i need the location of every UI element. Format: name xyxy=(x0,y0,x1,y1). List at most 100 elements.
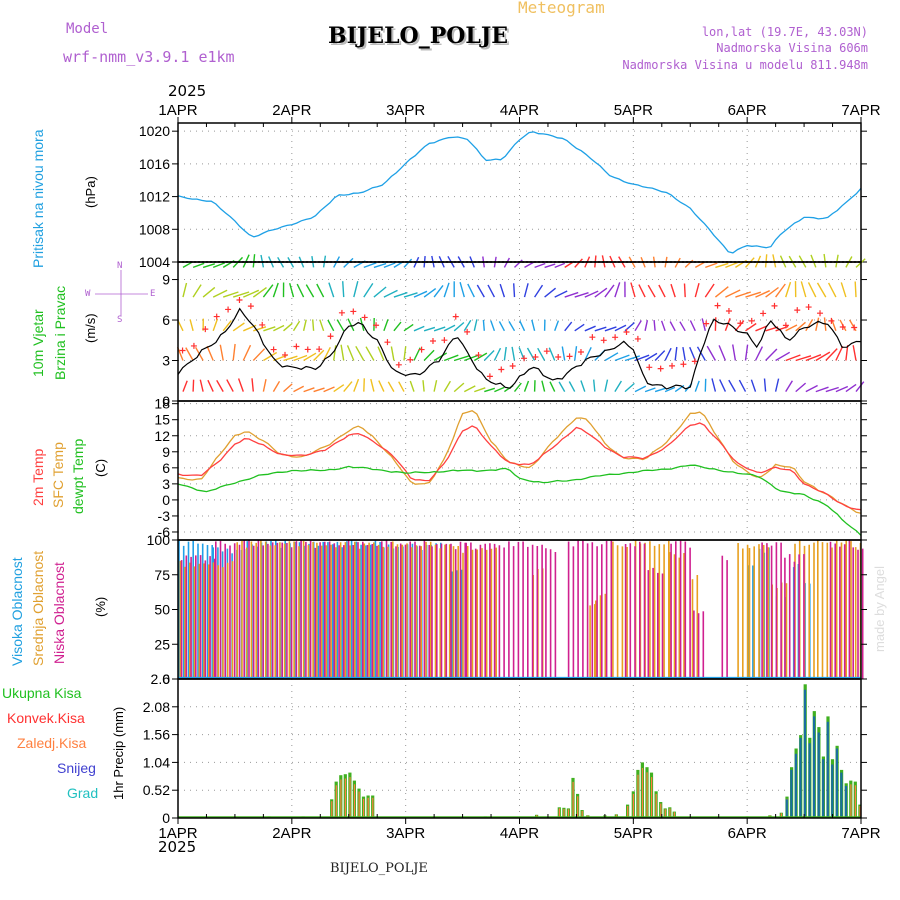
wind-gust-mark-29 xyxy=(509,363,516,370)
wind-barb-184 xyxy=(660,320,666,332)
pressure-line xyxy=(177,131,862,254)
wind-barb-153 xyxy=(347,318,355,332)
wind-barb-219 xyxy=(328,282,335,298)
wind-barb-37 xyxy=(549,381,556,392)
credit-text: made by Angel xyxy=(872,565,887,652)
wind-barb-115 xyxy=(654,350,666,361)
wind-gust-mark-9 xyxy=(282,351,289,358)
precip-frz-bar-27 xyxy=(632,793,634,818)
wind-barb-125 xyxy=(754,346,764,361)
wind-barb-3 xyxy=(207,379,214,392)
wind-gust-mark-26 xyxy=(475,352,482,359)
wind-barb-94 xyxy=(443,354,459,362)
wind-barb-225 xyxy=(393,291,408,298)
wind-barb-288 xyxy=(343,257,354,268)
wind-barb-262 xyxy=(765,286,779,298)
wind-gust-mark-44 xyxy=(680,361,687,368)
wind-barb-0 xyxy=(182,380,188,392)
pressure-ytick-label-0: 1004 xyxy=(139,254,170,270)
panel-2-frame xyxy=(177,261,862,402)
wind-barb-165 xyxy=(473,319,478,331)
station-title: BIJELO_POLJE xyxy=(328,23,509,49)
wind-gust-mark-14 xyxy=(338,309,345,316)
precip-snow-bar-11 xyxy=(835,748,838,818)
wind-gust-mark-49 xyxy=(737,320,744,327)
wind-gust-mark-1 xyxy=(190,342,197,349)
wind-barb-36 xyxy=(541,380,546,392)
wind-barb-278 xyxy=(242,254,250,268)
wind-barb-29 xyxy=(474,387,486,393)
wind-barb-18 xyxy=(363,378,365,392)
wind-barb-143 xyxy=(253,326,267,332)
xlabel-top-1: 2APR xyxy=(272,102,311,119)
wind-barb-26 xyxy=(443,380,452,392)
wind-barb-223 xyxy=(373,286,387,298)
hail-legend: Grad xyxy=(67,785,99,801)
wind-barb-274 xyxy=(202,263,216,269)
cloud-ytick-label-1: 25 xyxy=(154,636,170,652)
wind-barb-280 xyxy=(260,254,265,268)
precip-frz-bar-20 xyxy=(572,781,574,818)
wind-barb-101 xyxy=(511,346,516,361)
wind-barb-110 xyxy=(604,352,619,362)
wind-barb-241 xyxy=(554,290,568,298)
wind-barb-90 xyxy=(403,346,407,361)
wind-barb-211 xyxy=(252,287,267,298)
wind-barb-42 xyxy=(604,379,609,392)
wind-barb-95 xyxy=(453,355,470,362)
wind-barb-46 xyxy=(644,387,656,393)
conv-precip-legend: Konvek.Kisa xyxy=(7,710,85,726)
precip-frz-bar-12 xyxy=(367,797,369,818)
wind-barb-53 xyxy=(711,378,717,392)
wind-barb-135 xyxy=(852,345,857,361)
wind-barb-129 xyxy=(795,355,812,362)
wind-barb-203 xyxy=(848,319,857,332)
wind-barb-160 xyxy=(423,326,436,332)
wind-barb-337 xyxy=(835,254,839,268)
wind-barb-45 xyxy=(634,385,647,393)
wind-barb-226 xyxy=(403,292,418,298)
wind-barb-69 xyxy=(185,347,194,361)
wind-barb-15 xyxy=(333,384,345,393)
mid-cloud-legend: Srednja Oblacnost xyxy=(30,550,46,666)
wind-barb-130 xyxy=(805,354,822,362)
lonlat-label: lon,lat (19.7E, 43.03N) xyxy=(701,25,868,39)
wind-barb-24 xyxy=(422,380,425,392)
wind-barb-71 xyxy=(206,345,214,361)
wind-gust-mark-41 xyxy=(646,364,653,371)
wind-barb-263 xyxy=(775,283,786,298)
wind-barb-273 xyxy=(192,262,205,269)
wind-barb-72 xyxy=(219,344,224,361)
wind-barb-247 xyxy=(614,282,621,298)
wind-barb-89 xyxy=(390,346,395,361)
wind-barb-87 xyxy=(365,346,375,361)
wind-gust-mark-15 xyxy=(350,308,357,315)
wind-barb-205 xyxy=(192,284,202,298)
wind-barb-259 xyxy=(735,291,752,298)
wind-barb-235 xyxy=(487,284,496,298)
precip-unit: 1hr Precip (mm) xyxy=(111,706,126,800)
wind-barb-209 xyxy=(232,291,250,298)
wind-barb-326 xyxy=(725,261,739,269)
wind-barb-120 xyxy=(696,346,706,361)
precip-frz-bar-31 xyxy=(651,777,653,818)
wind-barb-308 xyxy=(544,263,556,269)
wind-gust-mark-59 xyxy=(851,324,858,331)
wind-barb-181 xyxy=(634,320,642,332)
precip-snow-bar-7 xyxy=(817,732,820,818)
wind-speed-line xyxy=(177,307,862,390)
wind-barb-192 xyxy=(745,322,757,332)
cloud-ytick-label-2: 50 xyxy=(154,602,170,618)
year-bottom: 2025 xyxy=(158,838,197,856)
dewpt-legend: dewpt Temp xyxy=(70,438,86,514)
wind-barb-292 xyxy=(383,262,396,269)
precip-snow-bar-10 xyxy=(831,764,834,818)
wind-barb-148 xyxy=(302,319,307,331)
wind-barb-17 xyxy=(353,378,360,392)
wind-barb-75 xyxy=(252,348,266,361)
wind-ytick-label-3: 9 xyxy=(162,272,170,288)
wind-barb-178 xyxy=(604,326,617,332)
wind-barb-48 xyxy=(664,386,676,393)
wind-barb-134 xyxy=(845,345,849,361)
